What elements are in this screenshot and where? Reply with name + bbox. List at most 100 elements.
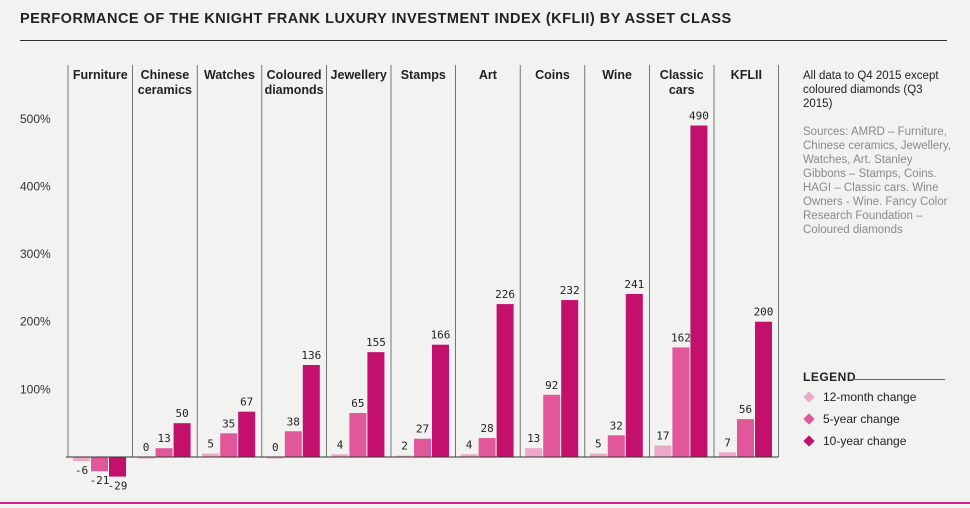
bar [331, 454, 349, 457]
data-label: 0 [143, 441, 150, 454]
bar [589, 453, 607, 457]
legend-swatch-10-year [803, 435, 815, 447]
bar [543, 394, 561, 457]
bar [238, 411, 256, 457]
bar [349, 413, 367, 457]
category-label: Wine [602, 68, 632, 82]
legend-swatch-12-month [803, 391, 815, 403]
legend: LEGEND 12-month change 5-year change 10-… [803, 370, 945, 448]
bar [525, 448, 543, 457]
bar [137, 457, 155, 459]
bar [478, 438, 496, 457]
y-tick-label: 200% [20, 315, 51, 329]
notes-panel: All data to Q4 2015 except coloured diam… [803, 69, 953, 237]
bar [719, 452, 736, 457]
data-label: 232 [560, 284, 580, 297]
data-label: 200 [754, 306, 774, 319]
legend-title: LEGEND [803, 370, 857, 384]
category-label: cars [669, 83, 695, 97]
legend-label: 10-year change [823, 434, 907, 448]
data-label: 65 [351, 397, 364, 410]
y-tick-label: 400% [20, 179, 51, 193]
bar [367, 352, 385, 457]
bar [625, 293, 643, 457]
data-label: 155 [366, 336, 386, 349]
y-tick-label: 500% [20, 112, 51, 126]
data-label: 490 [689, 110, 709, 123]
bar-chart: 100% 200% 300% 400% 500% Furniture Chinesecera… [20, 65, 779, 493]
data-label: 27 [416, 423, 429, 436]
bar [607, 435, 625, 457]
y-tick-label: 100% [20, 382, 51, 396]
category-label: Coloured [267, 68, 322, 82]
data-label: 5 [595, 438, 602, 451]
bar [220, 433, 238, 457]
legend-label: 12-month change [823, 390, 917, 404]
bar [302, 364, 320, 457]
data-label: 13 [527, 432, 540, 445]
data-label: 56 [739, 403, 752, 416]
data-label: 67 [240, 396, 253, 409]
bar [755, 321, 772, 457]
y-tick-label: 300% [20, 247, 51, 261]
bar [672, 347, 690, 457]
bar [73, 457, 90, 462]
bar [561, 300, 579, 457]
data-label: 241 [624, 278, 644, 291]
data-label: 5 [207, 438, 214, 451]
legend-swatch-5-year [803, 413, 815, 425]
category-label: Jewellery [331, 68, 387, 82]
data-label: 92 [545, 379, 558, 392]
data-label: 38 [287, 415, 300, 428]
data-label: 28 [480, 422, 493, 435]
bar [109, 457, 126, 477]
data-label: 13 [157, 432, 170, 445]
data-label: 17 [656, 429, 669, 442]
data-label: 32 [610, 419, 623, 432]
category-label: Furniture [73, 68, 128, 82]
data-label: 4 [337, 438, 344, 451]
data-label: 166 [431, 329, 451, 342]
data-note: All data to Q4 2015 except coloured diam… [803, 70, 939, 110]
bar [155, 448, 173, 457]
title-divider [20, 40, 947, 41]
bottom-accent-rule [0, 502, 970, 504]
data-label: -21 [90, 474, 110, 487]
data-label: 4 [466, 438, 473, 451]
data-label: 226 [495, 288, 515, 301]
bar [266, 457, 284, 459]
category-label: Art [479, 68, 498, 82]
data-label: 2 [401, 440, 408, 453]
sources-note: Sources: AMRD – Furniture, Chinese ceram… [803, 126, 952, 236]
bar [460, 454, 478, 457]
bar [202, 453, 220, 457]
bar [396, 455, 413, 458]
category-label: Classic [660, 68, 704, 82]
bar [690, 125, 708, 457]
chart-title: PERFORMANCE OF THE KNIGHT FRANK LUXURY I… [20, 11, 732, 27]
data-label: -29 [108, 480, 128, 493]
data-label: 7 [724, 436, 731, 449]
bar [91, 457, 108, 472]
bar [284, 431, 302, 457]
bar [496, 304, 514, 457]
category-label: KFLII [731, 68, 762, 82]
data-label: 0 [272, 441, 279, 454]
bar [654, 445, 672, 457]
data-label: -6 [75, 464, 88, 477]
bar [173, 423, 191, 457]
category-label: Watches [204, 68, 255, 82]
category-label: Coins [535, 68, 570, 82]
data-label: 35 [222, 417, 235, 430]
category-label: diamonds [265, 83, 324, 97]
category-label: ceramics [138, 83, 192, 97]
data-label: 136 [301, 349, 321, 362]
data-label: 50 [175, 407, 188, 420]
legend-divider [853, 379, 945, 380]
data-label: 162 [671, 331, 691, 344]
category-label: Chinese [141, 68, 190, 82]
legend-label: 5-year change [823, 412, 900, 426]
bar [737, 419, 754, 457]
bar [414, 438, 431, 457]
category-label: Stamps [401, 68, 446, 82]
